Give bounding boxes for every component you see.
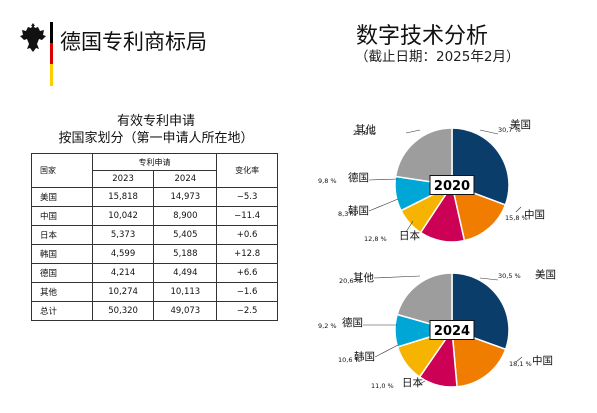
cell-2024: 14,973 [153,187,218,207]
pie-leader-line [374,344,399,358]
cell-2023: 4,599 [91,244,155,264]
cell-2024: 5,405 [153,225,218,245]
pie-category-label: 其他 [355,123,376,136]
pie-value-label: 9,8 % [318,177,337,185]
pie-leader-line [515,206,522,213]
cell-change: +6.6 [216,263,278,283]
pie-slice-2024-5 [396,272,453,331]
cell-2024: 10,113 [153,282,218,302]
pie-value-label: 22,6 % [353,129,376,137]
col-header-applications: 专利申请 [91,153,218,171]
page-subtitle: （截止日期：2025年2月） [355,49,520,65]
patent-table: 国家 专利申请 变化率 2023 2024 美国 15,818 14,973 −… [31,153,278,321]
pie-leader-line [405,220,414,233]
cell-2023: 50,320 [91,301,155,321]
cell-country: 德国 [31,263,93,283]
pie-value-label: 15,8 % [505,214,528,222]
pie-leader-line [515,356,523,363]
cell-country: 日本 [31,225,93,245]
cell-2024: 4,494 [153,263,218,283]
pie-value-label: 8,3 % [338,210,357,218]
pie-center-box [429,320,475,340]
cell-country: 中国 [31,206,93,226]
cell-2024: 49,073 [153,301,218,321]
pie-value-label: 20,6 % [339,277,362,285]
flag-black-stripe [50,22,53,43]
pie-slice-2020-5 [394,127,453,186]
pie-category-label: 韩国 [354,350,375,363]
cell-change: −2.5 [216,301,278,321]
cell-2024: 8,900 [153,206,218,226]
pie-year-label: 2020 [434,179,470,194]
pie-leader-line [417,380,426,386]
page-title: 数字技术分析 [356,24,489,49]
pie-year-label: 2024 [434,324,470,339]
flag-red-stripe [50,43,53,64]
pie-leader-line [479,277,499,281]
pie-category-label: 中国 [532,354,553,367]
cell-country: 美国 [31,187,93,207]
cell-country: 其他 [31,282,93,302]
pie-value-label: 9,2 % [318,322,337,330]
pie-value-label: 30,7 % [498,126,521,134]
cell-change: +12.8 [216,244,278,264]
cell-change: −1.6 [216,282,278,302]
table-total-row: 总计 50,320 49,073 −2.5 [31,301,278,321]
pie-leader-line [368,198,399,212]
table-row: 其他 10,274 10,113 −1.6 [31,282,278,302]
pie-category-label: 中国 [524,208,545,221]
cell-change: −11.4 [216,206,278,226]
pie-leader-line [368,178,399,181]
col-header-2023: 2023 [91,170,155,188]
german-flag-bar [50,22,53,86]
pie-category-label: 美国 [535,268,556,281]
pie-category-label: 日本 [402,376,423,389]
pie-value-label: 12,8 % [364,235,387,243]
flag-gold-stripe [50,64,53,86]
pie-category-label: 德国 [348,171,369,184]
table-title: 有效专利申请 [116,114,195,129]
table-row: 中国 10,042 8,900 −11.4 [31,206,278,226]
cell-2023: 10,274 [91,282,155,302]
pie-slice-2024-1 [451,328,507,388]
cell-change: −5.3 [216,187,278,207]
table-row: 韩国 4,599 5,188 +12.8 [31,244,278,264]
pie-category-label: 韩国 [348,204,369,217]
table-row: 美国 15,818 14,973 −5.3 [31,187,278,207]
organization-name: 德国专利商标局 [60,30,207,54]
pie-category-label: 德国 [342,316,363,329]
col-header-2024: 2024 [153,170,218,188]
pie-value-label: 11,0 % [371,382,394,390]
federal-eagle-logo [20,23,46,52]
pie-value-label: 30,5 % [498,272,521,280]
cell-country: 韩国 [31,244,93,264]
table-row: 德国 4,214 4,494 +6.6 [31,263,278,283]
col-header-change: 变化率 [216,153,278,188]
table-row: 日本 5,373 5,405 +0.6 [31,225,278,245]
pie-category-label: 其他 [353,271,374,284]
cell-2023: 15,818 [91,187,155,207]
cell-2023: 10,042 [91,206,155,226]
cell-change: +0.6 [216,225,278,245]
cell-2023: 5,373 [91,225,155,245]
cell-country: 总计 [31,301,93,321]
pie-category-label: 日本 [399,229,420,242]
cell-2023: 4,214 [91,263,155,283]
col-header-country: 国家 [31,153,93,188]
pie-center-box [429,175,475,195]
pie-leader-line [405,129,421,134]
pie-value-label: 18,1 % [509,360,532,368]
pie-leader-line [479,129,499,135]
pie-slice-2020-1 [450,183,507,242]
pie-leader-line [373,275,421,279]
pie-category-label: 美国 [510,118,531,131]
table-header-row: 国家 专利申请 变化率 [31,153,278,188]
pie-value-label: 10,6 % [338,356,361,364]
table-subtitle: 按国家划分（第一申请人所在地） [58,131,254,146]
cell-2024: 5,188 [153,244,218,264]
